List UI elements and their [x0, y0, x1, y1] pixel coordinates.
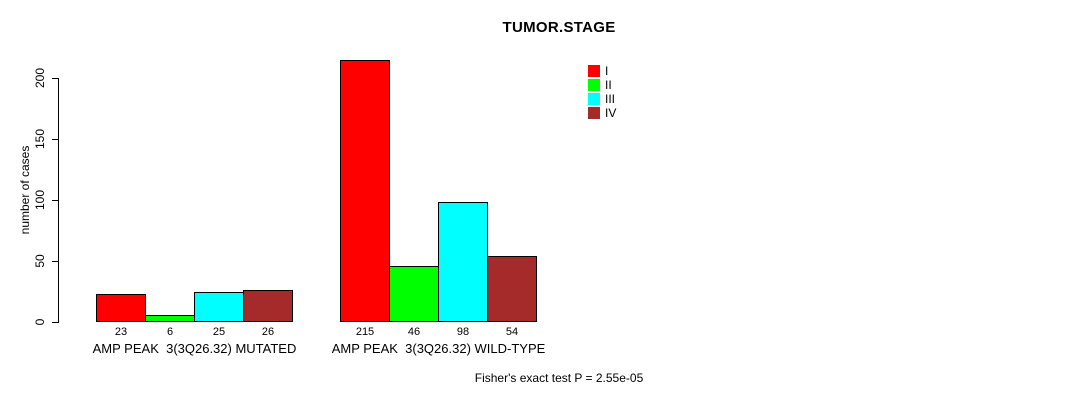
chart-title: TUMOR.STAGE [502, 19, 616, 36]
bar-III-group2 [438, 202, 488, 322]
bar-II-group1 [145, 314, 195, 322]
legend-swatch-icon [588, 79, 600, 91]
bar-value-label: 98 [456, 326, 470, 338]
y-tick-label: 0 [33, 318, 47, 326]
legend-label: II [605, 78, 612, 92]
bar-III-group1 [194, 291, 244, 322]
bar-I-group1 [96, 293, 146, 322]
y-tick-mark [52, 322, 58, 323]
bar-IV-group1 [243, 290, 293, 322]
y-axis-label: number of cases [18, 145, 32, 235]
bar-II-group2 [389, 265, 439, 322]
y-axis-line [58, 78, 59, 323]
category-label: AMP PEAK 3(3Q26.32) MUTATED [92, 341, 297, 356]
bar-value-label: 54 [505, 326, 519, 338]
legend-item-I: I [588, 65, 616, 77]
legend-swatch-icon [588, 93, 600, 105]
legend-item-III: III [588, 93, 616, 105]
bar-value-label: 25 [212, 326, 226, 338]
legend-item-IV: IV [588, 107, 616, 119]
y-tick-label: 150 [33, 128, 47, 150]
legend-item-II: II [588, 79, 616, 91]
legend-label: IV [605, 106, 617, 120]
bar-value-label: 46 [407, 326, 421, 338]
bar-value-label: 6 [166, 326, 174, 338]
bar-IV-group2 [487, 256, 537, 322]
y-tick-mark [52, 139, 58, 140]
bar-I-group2 [340, 59, 390, 322]
legend-label: III [605, 92, 616, 106]
legend-label: I [605, 64, 609, 78]
legend-swatch-icon [588, 65, 600, 77]
category-label: AMP PEAK 3(3Q26.32) WILD-TYPE [331, 341, 546, 356]
y-tick-label: 50 [33, 254, 47, 268]
legend-swatch-icon [588, 107, 600, 119]
legend: I II III IV [588, 65, 616, 121]
bar-value-label: 23 [114, 326, 128, 338]
bar-value-label: 215 [355, 326, 375, 338]
bar-value-label: 26 [261, 326, 275, 338]
y-tick-mark [52, 261, 58, 262]
y-tick-mark [52, 78, 58, 79]
fisher-test-annotation: Fisher's exact test P = 2.55e-05 [474, 371, 644, 385]
y-tick-label: 200 [33, 67, 47, 89]
y-tick-mark [52, 200, 58, 201]
y-tick-label: 100 [33, 189, 47, 211]
